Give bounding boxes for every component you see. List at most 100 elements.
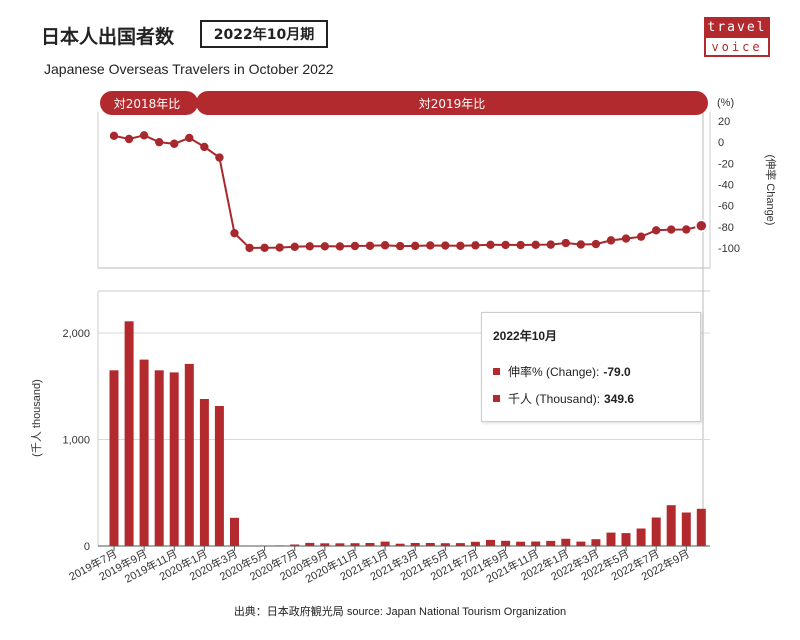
bar <box>666 505 676 546</box>
band-2019-label: 対2019年比 <box>419 97 486 111</box>
change-point <box>486 240 495 250</box>
bar <box>335 543 345 546</box>
change-point <box>260 243 269 252</box>
bar <box>440 543 450 546</box>
tooltip-change-value: -79.0 <box>603 364 631 379</box>
bar <box>470 541 480 546</box>
top-y-tick-label: 0 <box>718 137 724 149</box>
band-2019 <box>196 91 708 115</box>
top-y-tick-label: -60 <box>718 201 734 213</box>
bar <box>169 372 179 546</box>
bottom-y-tick-label: 2,000 <box>62 328 90 340</box>
thousand-bar-series <box>109 321 706 547</box>
bar <box>184 363 194 546</box>
logo-top-text: travel <box>704 17 770 38</box>
change-point <box>411 241 420 251</box>
bar <box>696 508 706 546</box>
bar <box>124 321 134 546</box>
bar <box>410 543 420 546</box>
bar <box>576 541 586 546</box>
band-2018-label: 対2018年比 <box>114 97 181 111</box>
change-point <box>139 131 149 140</box>
band-2018 <box>100 91 198 115</box>
bar <box>651 517 661 546</box>
change-point <box>516 240 525 250</box>
top-y-tick-label: 20 <box>718 116 730 128</box>
change-point <box>471 241 480 250</box>
bar <box>516 541 526 546</box>
change-point <box>546 240 555 249</box>
change-point <box>230 228 239 238</box>
tooltip-thousand-value: 349.6 <box>604 391 635 406</box>
change-point <box>606 236 616 245</box>
bar <box>486 539 495 546</box>
bar <box>305 542 315 546</box>
bar <box>395 543 405 546</box>
x-axis-ticks: 2019年7月2019年9月2019年11月2020年1月2020年3月2020… <box>66 546 692 586</box>
top-y-tick-label: -100 <box>718 243 740 255</box>
legend-swatch-thousand <box>493 395 500 402</box>
change-point <box>185 133 194 143</box>
change-point <box>456 241 465 250</box>
page-title: 日本人出国者数 <box>41 26 175 48</box>
change-point <box>621 234 631 243</box>
tooltip-change-label: 伸率% (Change): <box>508 365 600 379</box>
change-point <box>124 134 134 144</box>
change-point <box>636 232 646 241</box>
change-point <box>695 219 708 233</box>
tooltip-thousand-label: 千人 (Thousand): <box>508 392 601 406</box>
bar <box>531 541 541 546</box>
change-point <box>441 241 450 250</box>
top-y-ticks: 20 0 -20 -40 -60 -80 -100 <box>718 116 740 255</box>
change-point <box>275 243 284 252</box>
bottom-y-axis-label: (千人 thousand) <box>30 379 43 457</box>
tooltip-change-row: 伸率% (Change): -79.0 <box>493 363 631 380</box>
change-line <box>113 134 702 249</box>
change-point <box>305 242 314 251</box>
change-point <box>170 139 179 148</box>
change-point <box>154 137 164 147</box>
top-y-unit: (%) <box>717 97 734 109</box>
travel-voice-logo: travel voice <box>704 17 770 59</box>
period-badge: 2022年10月期 <box>200 20 328 48</box>
bar <box>546 540 556 546</box>
change-point <box>667 225 676 234</box>
change-line-series <box>109 131 708 253</box>
bar <box>214 406 224 546</box>
bar <box>561 538 571 546</box>
top-y-tick-label: -80 <box>718 222 734 234</box>
bottom-y-tick-label: 0 <box>84 541 90 553</box>
change-point <box>426 241 435 250</box>
change-point <box>591 239 601 249</box>
top-y-tick-label: -40 <box>718 180 734 192</box>
change-point <box>320 242 330 251</box>
change-point <box>365 241 375 250</box>
change-point <box>245 243 254 253</box>
bar <box>290 544 300 546</box>
bar <box>365 543 375 546</box>
change-point <box>576 240 586 249</box>
bar <box>109 370 119 546</box>
bar <box>501 540 511 546</box>
change-point <box>335 242 345 251</box>
bar <box>681 512 691 546</box>
logo-bottom-text: voice <box>704 38 770 57</box>
chart-subtitle: Japanese Overseas Travelers in October 2… <box>44 61 334 77</box>
change-point <box>200 142 209 152</box>
change-point <box>215 153 224 162</box>
bar <box>606 532 616 546</box>
change-point <box>682 225 691 234</box>
bar <box>320 543 330 546</box>
change-point <box>501 240 510 250</box>
change-point <box>109 131 119 141</box>
bottom-y-tick-label: 1,000 <box>62 435 90 447</box>
bar <box>199 399 209 546</box>
change-point <box>395 241 405 251</box>
bar <box>350 543 360 546</box>
bar <box>230 517 239 546</box>
legend-swatch-change <box>493 368 500 375</box>
bar <box>139 359 149 546</box>
bar <box>425 543 435 546</box>
source-note: 出典：日本政府観光局 source: Japan National Touris… <box>233 606 567 618</box>
